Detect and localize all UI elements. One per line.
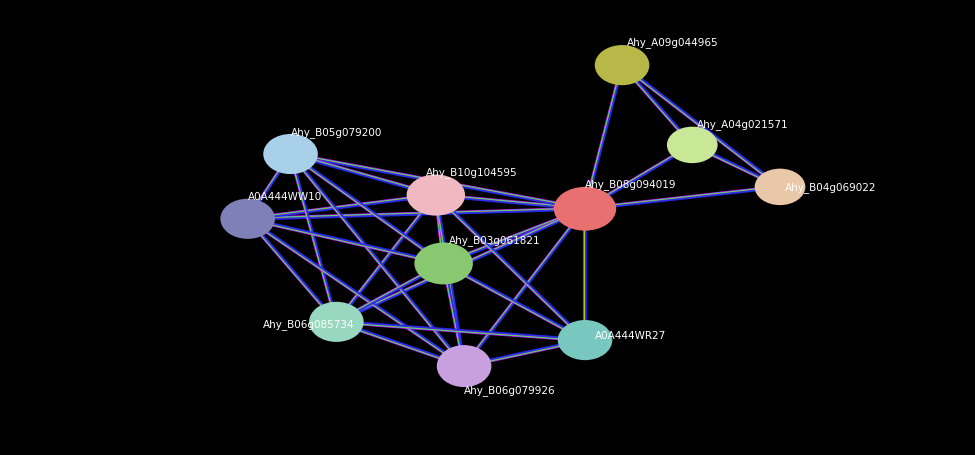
Ellipse shape <box>220 199 275 239</box>
Ellipse shape <box>414 243 473 285</box>
Text: A0A444WW10: A0A444WW10 <box>248 192 322 202</box>
Text: Ahy_B06g085734: Ahy_B06g085734 <box>263 318 355 329</box>
Ellipse shape <box>595 46 649 86</box>
Text: Ahy_A04g021571: Ahy_A04g021571 <box>697 119 789 130</box>
Text: Ahy_B05g079200: Ahy_B05g079200 <box>291 126 382 137</box>
Ellipse shape <box>309 302 364 342</box>
Text: Ahy_B06g079926: Ahy_B06g079926 <box>464 384 556 395</box>
Text: Ahy_B08g094019: Ahy_B08g094019 <box>585 179 677 190</box>
Text: Ahy_B03g061821: Ahy_B03g061821 <box>448 235 540 246</box>
Text: Ahy_A09g044965: Ahy_A09g044965 <box>627 37 719 48</box>
Ellipse shape <box>755 169 805 206</box>
Text: A0A444WR27: A0A444WR27 <box>595 330 666 340</box>
Ellipse shape <box>554 187 616 231</box>
Text: Ahy_B04g069022: Ahy_B04g069022 <box>785 182 877 193</box>
Ellipse shape <box>667 127 718 164</box>
Ellipse shape <box>263 135 318 175</box>
Ellipse shape <box>437 345 491 387</box>
Ellipse shape <box>558 320 612 360</box>
Ellipse shape <box>407 175 465 216</box>
Text: Ahy_B10g104595: Ahy_B10g104595 <box>426 167 518 177</box>
